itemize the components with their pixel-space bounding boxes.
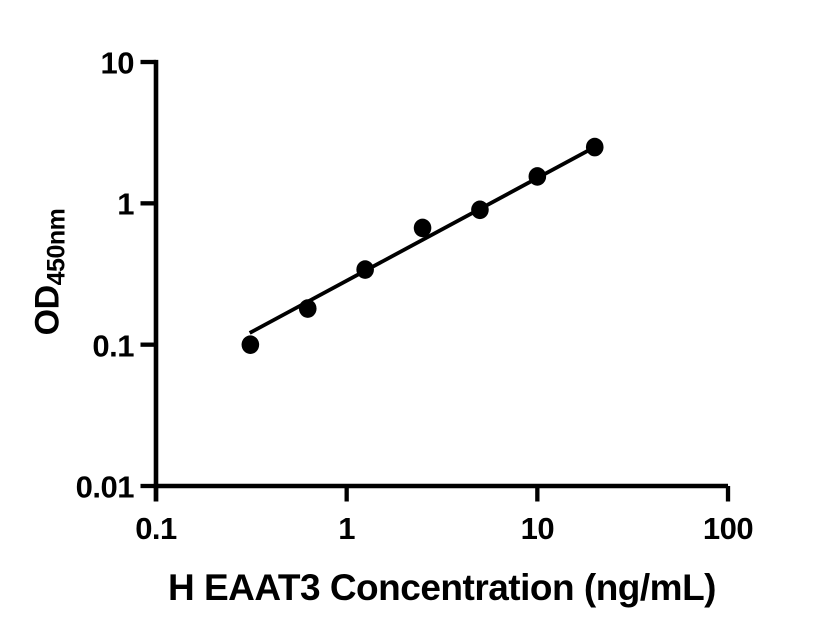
- y-axis-title: OD450nm: [28, 208, 71, 336]
- y-tick-label: 10: [100, 45, 135, 81]
- x-tick-label: 0.1: [135, 511, 177, 546]
- y-tick-label: 0.01: [75, 469, 135, 505]
- data-point: [585, 137, 604, 157]
- y-axis-title-main: OD: [28, 285, 67, 336]
- data-point: [528, 167, 547, 186]
- axes: [153, 59, 729, 502]
- x-tick-label: 100: [702, 511, 754, 546]
- data-point: [241, 335, 260, 354]
- y-tick-label: 1: [117, 186, 134, 222]
- data-points-group: [241, 137, 604, 354]
- x-axis-title: H EAAT3 Concentration (ng/mL): [167, 567, 717, 608]
- data-point: [356, 260, 374, 279]
- x-tick-label: 1: [338, 511, 356, 546]
- data-point: [298, 299, 317, 318]
- axis-ticks: [140, 59, 731, 502]
- data-point: [471, 200, 489, 220]
- y-tick-label: 0.1: [92, 328, 134, 364]
- y-axis-title-subscript: 450nm: [42, 208, 71, 286]
- x-tick-label: 10: [520, 511, 555, 546]
- data-point: [413, 218, 432, 238]
